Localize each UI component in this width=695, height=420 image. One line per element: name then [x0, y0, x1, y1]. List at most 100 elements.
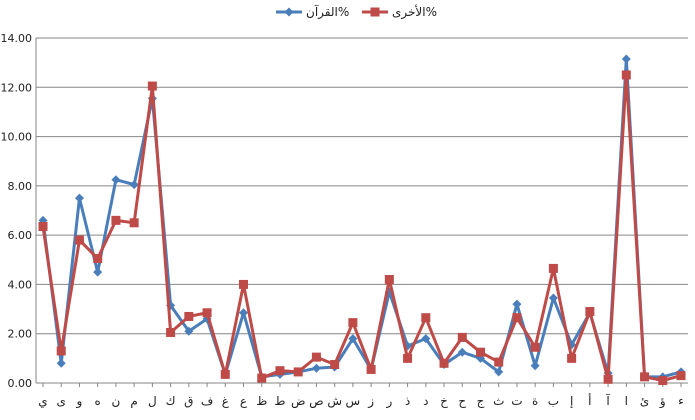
data-point-square	[74, 235, 84, 245]
x-category-label: ل	[148, 394, 157, 408]
x-category-label: ع	[240, 394, 248, 408]
series-line	[41, 73, 682, 383]
data-point-square	[93, 254, 103, 264]
y-tick-label: 8.00	[8, 180, 33, 193]
data-point-square	[220, 369, 230, 379]
data-point-square	[293, 367, 303, 377]
y-tick-label: 4.00	[8, 278, 33, 291]
data-point-square	[257, 373, 267, 383]
data-point-square	[403, 353, 413, 363]
data-point-square	[129, 218, 139, 228]
x-category-label: ا	[625, 394, 628, 408]
data-point-diamond	[548, 293, 558, 303]
data-point-square	[421, 313, 431, 323]
data-point-square	[275, 366, 285, 376]
x-category-label: ي	[38, 394, 47, 408]
data-point-square	[457, 332, 467, 342]
data-point-square	[239, 279, 249, 289]
legend-label: الأخرى%	[392, 4, 437, 20]
data-point-square	[640, 372, 650, 382]
data-point-diamond	[421, 334, 431, 344]
x-category-label: ذ	[405, 394, 410, 408]
data-point-square	[147, 81, 157, 91]
x-category-label: ص	[309, 394, 324, 409]
legend: الأخرى% القرآن%	[276, 4, 437, 20]
data-point-square	[621, 70, 631, 80]
x-category-label: غ	[222, 394, 230, 408]
series-2	[38, 70, 686, 386]
x-category-label: ء	[678, 394, 684, 408]
data-point-diamond	[348, 334, 358, 344]
x-category-label: ز	[367, 394, 374, 409]
data-point-diamond	[311, 363, 321, 373]
x-category-label: ة	[532, 394, 538, 408]
x-category-label: أ	[588, 393, 591, 408]
x-category-label: س	[346, 394, 361, 409]
data-point-square	[111, 215, 121, 225]
x-category-label: ف	[201, 394, 213, 408]
data-point-diamond	[530, 361, 540, 371]
y-tick-label: 2.00	[8, 328, 33, 341]
data-point-diamond	[74, 193, 84, 203]
data-point-square	[512, 313, 522, 323]
data-point-square	[530, 342, 540, 352]
data-point-square	[348, 318, 358, 328]
x-category-label: ؤ	[659, 394, 666, 409]
legend-marker	[284, 7, 294, 17]
data-point-square	[676, 371, 686, 381]
data-point-diamond	[184, 326, 194, 336]
data-point-square	[330, 360, 340, 370]
x-category-label: خ	[440, 394, 448, 408]
data-point-square	[56, 346, 66, 356]
data-point-square	[38, 222, 48, 232]
data-point-diamond	[239, 308, 249, 318]
legend-item: القرآن%	[276, 4, 349, 20]
data-point-square	[548, 263, 558, 273]
data-point-square	[202, 308, 212, 318]
x-category-label: ئ	[640, 394, 649, 408]
x-category-label: ط	[274, 394, 285, 408]
data-point-square	[439, 358, 449, 368]
x-category-label: ك	[166, 394, 176, 408]
data-point-square	[366, 364, 376, 374]
x-category-label: ق	[184, 394, 193, 408]
data-point-diamond	[56, 358, 66, 368]
x-category-label: ى	[57, 394, 66, 408]
data-point-diamond	[457, 347, 467, 357]
data-point-square	[166, 327, 176, 337]
y-tick-label: 10.00	[1, 131, 33, 144]
y-tick-label: 12.00	[1, 81, 33, 94]
x-category-label: آ	[605, 393, 610, 408]
y-tick-label: 14.00	[1, 32, 33, 45]
x-category-label: ب	[548, 394, 559, 408]
data-point-square	[494, 357, 504, 367]
x-category-label: ث	[493, 394, 504, 408]
data-point-diamond	[621, 54, 631, 64]
data-point-square	[184, 311, 194, 321]
data-point-square	[384, 275, 394, 284]
data-point-diamond	[512, 299, 522, 309]
data-point-square	[567, 353, 577, 363]
x-category-label: ه	[95, 394, 101, 408]
x-category-label: إ	[570, 394, 573, 408]
x-category-label: د	[423, 394, 428, 408]
x-category-label: و	[76, 394, 83, 409]
x-category-label: م	[130, 394, 137, 408]
axes	[35, 38, 688, 387]
data-point-square	[658, 376, 668, 386]
y-tick-label: 0.00	[8, 377, 33, 390]
x-category-label: ح	[458, 394, 466, 408]
series-layer	[38, 54, 686, 386]
data-point-diamond	[93, 267, 103, 277]
data-point-square	[585, 307, 595, 317]
data-point-square	[603, 374, 613, 384]
data-point-square	[475, 347, 485, 357]
y-axis-ticks: 0.00 2.00 4.00 6.00 8.00 10.00 12.00 14.00	[1, 32, 33, 390]
data-point-square	[311, 352, 321, 362]
data-point-diamond	[129, 180, 139, 190]
x-category-label: ن	[112, 394, 121, 408]
x-category-label: ج	[477, 394, 485, 408]
data-point-diamond	[111, 175, 121, 185]
